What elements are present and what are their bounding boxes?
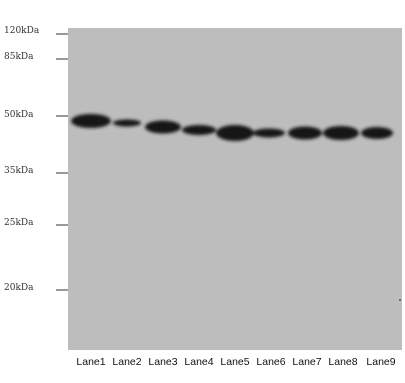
marker-label-85kda: 85kDa: [4, 52, 34, 62]
band-lane2: [113, 119, 141, 127]
lane-label-9: Lane9: [366, 356, 396, 368]
band-lane9: [361, 127, 393, 139]
band-lane7: [288, 126, 322, 140]
lane-label-2: Lane2: [112, 356, 142, 368]
marker-label-50kda: 50kDa: [4, 110, 34, 120]
band-lane8: [323, 126, 359, 140]
lane-label-6: Lane6: [256, 356, 286, 368]
lane-label-7: Lane7: [292, 356, 322, 368]
lane-label-3: Lane3: [148, 356, 178, 368]
marker-label-20kda: 20kDa: [4, 283, 34, 293]
membrane-speck: [399, 299, 401, 301]
band-lane6: [253, 128, 285, 138]
marker-label-120kda: 120kDa: [4, 26, 40, 36]
marker-label-35kda: 35kDa: [4, 166, 34, 176]
lane-label-8: Lane8: [328, 356, 358, 368]
lane-label-1: Lane1: [76, 356, 106, 368]
band-lane1: [71, 114, 111, 128]
protein-bands: [71, 114, 393, 141]
lane-label-5: Lane5: [220, 356, 250, 368]
lane-label-4: Lane4: [184, 356, 214, 368]
band-lane4: [182, 125, 216, 135]
marker-ticks: [56, 33, 68, 291]
marker-label-25kda: 25kDa: [4, 218, 34, 228]
membrane: [68, 28, 402, 350]
band-lane5: [216, 125, 254, 141]
band-lane3: [145, 120, 181, 134]
